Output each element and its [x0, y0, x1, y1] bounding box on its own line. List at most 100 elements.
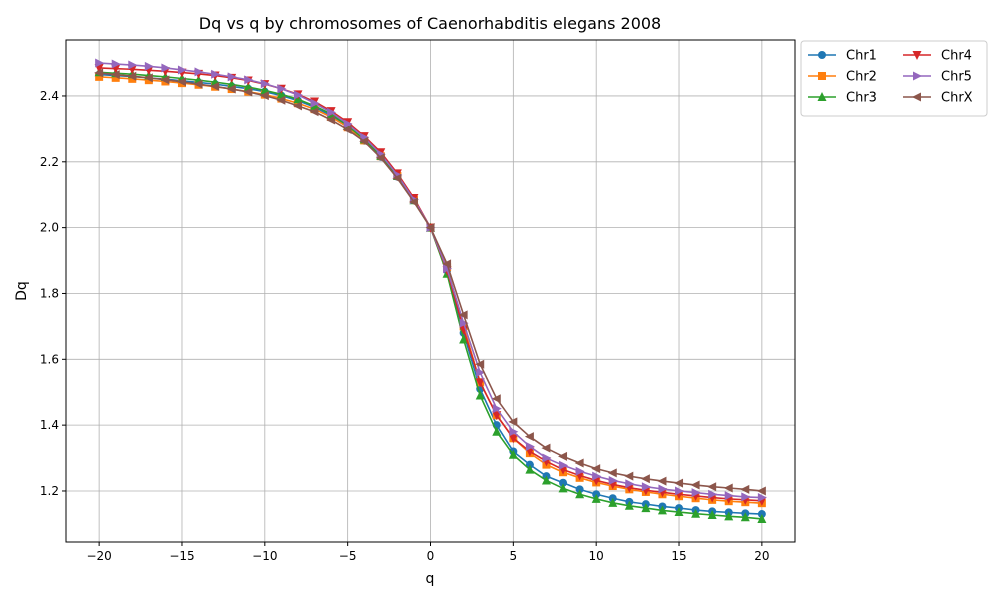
y-tick-label: 2.0 — [40, 221, 59, 235]
data-point-chr5 — [177, 65, 187, 75]
data-point-chrx — [143, 73, 153, 83]
data-point-chr4 — [492, 411, 502, 421]
legend-marker — [913, 71, 922, 81]
data-point-chrx — [723, 483, 733, 493]
data-point-chrx — [491, 394, 501, 404]
data-point-chrx — [674, 478, 684, 488]
data-point-chr3 — [757, 513, 767, 523]
y-tick-label: 2.2 — [40, 155, 59, 169]
data-point-chr5 — [641, 482, 651, 492]
legend-frame — [800, 40, 988, 117]
legend-label: Chr5 — [941, 70, 972, 85]
data-point-chr5 — [111, 59, 121, 69]
y-axis-ticks: 1.2 1.4 1.6 1.8 2.0 2.2 2.4 — [40, 89, 66, 498]
legend-entry-chrx: ChrX — [903, 91, 973, 106]
x-tick-label: −10 — [252, 549, 277, 563]
data-point-chr2 — [95, 72, 104, 81]
data-point-chrx — [210, 81, 220, 91]
x-tick-label: 10 — [589, 549, 604, 563]
data-point-chr3 — [276, 89, 286, 99]
legend-marker — [912, 92, 921, 102]
data-point-chr3 — [525, 464, 535, 474]
data-point-chr3 — [508, 449, 518, 459]
x-tick-label: 0 — [427, 549, 435, 563]
data-point-chr3 — [558, 483, 568, 493]
data-point-chr4 — [475, 378, 485, 388]
legend: Chr1 Chr2 Chr3 Chr4 Chr5 ChrX — [800, 40, 988, 117]
x-tick-label: 20 — [754, 549, 769, 563]
data-point-chr3 — [459, 334, 469, 344]
data-point-chrx — [309, 107, 319, 117]
data-point-chr5 — [293, 90, 303, 100]
legend-entry-chr1: Chr1 — [808, 49, 877, 64]
data-point-chr5 — [675, 486, 685, 496]
data-point-chrx — [574, 458, 584, 468]
data-point-chr5 — [592, 471, 602, 481]
legend-marker — [817, 92, 827, 101]
data-point-chr5 — [194, 67, 204, 77]
y-axis-label: Dq — [14, 281, 30, 301]
data-point-chr5 — [542, 453, 552, 463]
data-point-chr3 — [475, 390, 485, 400]
data-point-chr5 — [310, 98, 320, 108]
legend-entry-chr2: Chr2 — [808, 70, 877, 85]
data-point-chrx — [425, 223, 435, 233]
data-point-chr5 — [575, 466, 585, 476]
data-point-chrx — [110, 70, 120, 80]
data-point-chr3 — [691, 508, 701, 518]
data-point-chr5 — [625, 479, 635, 489]
data-point-chr5 — [128, 60, 138, 70]
y-tick-label: 1.2 — [40, 484, 59, 498]
data-point-chrx — [756, 486, 766, 496]
data-point-chr3 — [641, 503, 651, 513]
data-point-chr5 — [708, 489, 718, 499]
data-point-chrx — [276, 95, 286, 105]
data-point-chr3 — [492, 426, 502, 436]
data-point-chrx — [442, 259, 452, 269]
legend-entry-chr5: Chr5 — [903, 70, 972, 85]
data-point-chrx — [690, 480, 700, 490]
legend-label: ChrX — [941, 91, 973, 106]
data-point-chrx — [640, 474, 650, 484]
data-point-chrx — [359, 136, 369, 146]
data-point-chr5 — [459, 318, 469, 328]
data-point-chr5 — [724, 491, 734, 501]
x-tick-label: −20 — [86, 549, 111, 563]
data-point-chrx — [94, 68, 104, 78]
data-point-chr3 — [707, 510, 717, 520]
legend-entry-chr4: Chr4 — [903, 49, 972, 64]
data-point-chr3 — [674, 507, 684, 517]
data-point-chr3 — [724, 511, 734, 521]
data-point-chrx — [508, 417, 518, 427]
legend-label: Chr1 — [846, 49, 877, 64]
legend-label: Chr3 — [846, 91, 877, 106]
data-point-chr5 — [277, 84, 287, 94]
data-point-chrx — [342, 125, 352, 135]
data-point-chrx — [375, 153, 385, 163]
data-point-chr1 — [559, 478, 568, 487]
data-point-chrx — [326, 115, 336, 125]
data-point-chr3 — [740, 512, 750, 522]
legend-entry-chr3: Chr3 — [808, 91, 877, 106]
y-tick-label: 1.4 — [40, 418, 59, 432]
data-point-chr5 — [144, 61, 154, 71]
legend-marker — [818, 72, 826, 80]
data-point-chrx — [740, 484, 750, 494]
data-point-chr2 — [128, 74, 137, 83]
data-point-chr5 — [658, 484, 668, 494]
data-point-chrx — [176, 77, 186, 87]
legend-label: Chr4 — [941, 49, 972, 64]
data-point-chr3 — [541, 475, 551, 485]
data-point-chrx — [160, 75, 170, 85]
x-tick-label: −5 — [339, 549, 357, 563]
data-point-chr5 — [476, 367, 486, 377]
data-point-chrx — [707, 482, 717, 492]
data-point-chr5 — [161, 63, 171, 73]
data-point-chr5 — [443, 264, 453, 274]
x-axis-label: q — [426, 571, 435, 587]
data-point-chrx — [408, 197, 418, 207]
data-point-chr5 — [327, 107, 337, 117]
data-point-chr2 — [111, 73, 120, 82]
data-point-chrx — [458, 310, 468, 320]
